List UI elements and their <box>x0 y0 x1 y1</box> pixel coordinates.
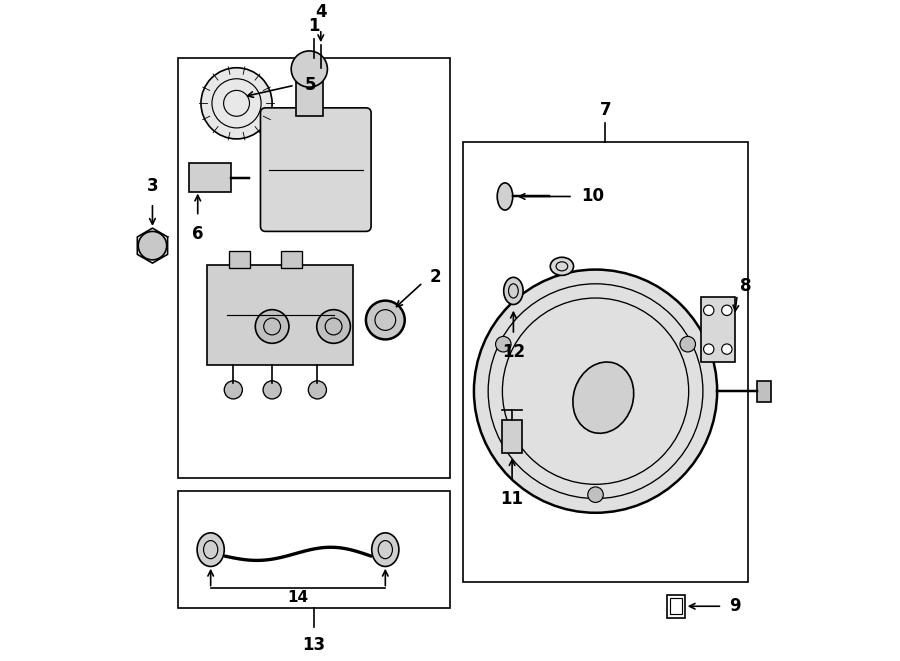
Circle shape <box>139 231 166 260</box>
Circle shape <box>317 309 350 343</box>
Circle shape <box>292 51 328 87</box>
Circle shape <box>722 344 732 354</box>
Circle shape <box>309 381 327 399</box>
Circle shape <box>201 68 272 139</box>
Text: 6: 6 <box>192 225 203 243</box>
FancyBboxPatch shape <box>260 108 371 231</box>
Circle shape <box>680 336 696 352</box>
Bar <box>296 81 323 116</box>
Ellipse shape <box>197 533 224 566</box>
Circle shape <box>704 344 714 354</box>
Bar <box>230 251 250 268</box>
Text: 8: 8 <box>740 278 752 295</box>
Bar <box>667 595 685 617</box>
Circle shape <box>256 309 289 343</box>
Ellipse shape <box>497 183 513 210</box>
Bar <box>463 142 748 582</box>
Bar <box>189 163 231 192</box>
Bar <box>701 297 734 362</box>
Ellipse shape <box>573 362 634 434</box>
Circle shape <box>366 301 405 340</box>
Text: 11: 11 <box>500 490 524 508</box>
Text: 14: 14 <box>287 590 309 605</box>
Bar <box>207 265 353 366</box>
Circle shape <box>496 336 511 352</box>
Text: 10: 10 <box>581 188 604 206</box>
Bar <box>178 58 450 479</box>
Text: 7: 7 <box>599 101 611 119</box>
Circle shape <box>224 381 242 399</box>
Ellipse shape <box>504 278 523 305</box>
Bar <box>501 420 522 453</box>
Bar <box>757 381 771 401</box>
Circle shape <box>474 270 717 513</box>
Circle shape <box>588 487 603 502</box>
Text: 1: 1 <box>309 17 320 35</box>
Text: 9: 9 <box>729 598 741 615</box>
Text: 4: 4 <box>315 3 327 21</box>
Circle shape <box>722 305 732 315</box>
Circle shape <box>263 381 281 399</box>
Text: 2: 2 <box>429 268 441 286</box>
Bar <box>178 491 450 608</box>
Text: 3: 3 <box>147 177 158 195</box>
Ellipse shape <box>550 257 573 276</box>
Ellipse shape <box>372 533 399 566</box>
Bar <box>281 251 302 268</box>
Text: 12: 12 <box>502 342 525 361</box>
Circle shape <box>704 305 714 315</box>
Text: 5: 5 <box>304 76 316 95</box>
Bar <box>670 598 681 614</box>
Text: 13: 13 <box>302 637 326 654</box>
